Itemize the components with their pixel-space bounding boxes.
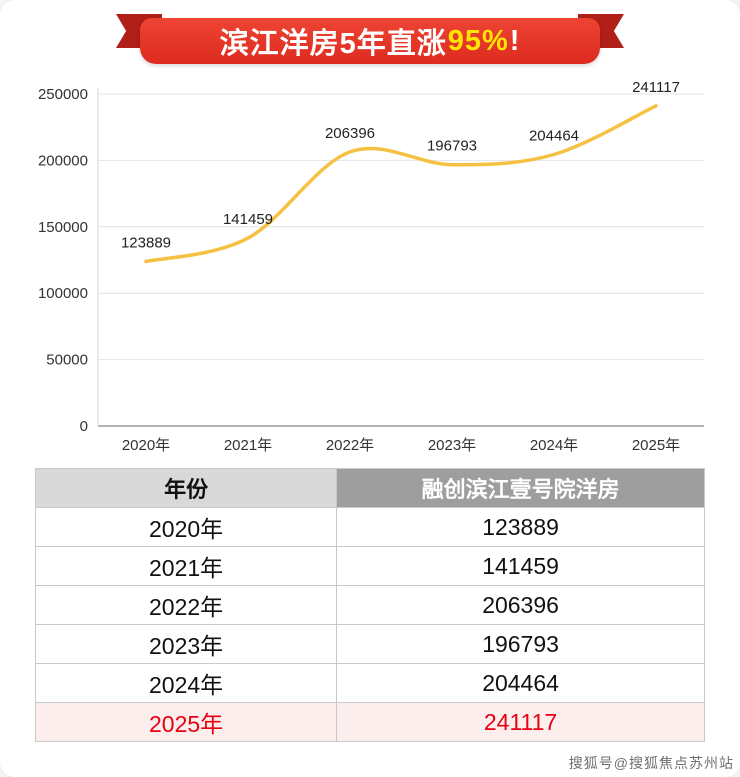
table-header-project: 融创滨江壹号院洋房 [336,468,705,508]
banner: 滨江洋房5年直涨 95%! [116,12,624,68]
banner-title: 滨江洋房5年直涨 95%! [140,18,600,64]
x-axis-tick-label: 2022年 [326,437,374,454]
table-cell: 2020年 [34,507,338,547]
price-trend-chart: 0 50000 100000 150000 200000 250000 2020年 2021年… [0,68,740,466]
table-row: 2025年 241117 [34,702,705,742]
table-cell: 2025年 [34,702,338,742]
table-cell: 2021年 [34,546,338,586]
y-axis-tick-label: 50000 [46,352,88,369]
price-line-series [144,104,658,264]
table-header-year: 年份 [34,468,338,508]
data-point-label: 241117 [632,79,680,96]
x-axis-tick-label: 2020年 [122,437,170,454]
data-point-label: 204464 [529,127,579,144]
table-row: 2022年 206396 [34,585,705,625]
table-cell: 141459 [336,546,705,586]
y-axis-tick-label: 150000 [38,219,88,236]
table-cell: 241117 [336,702,705,742]
data-point-label: 123889 [121,234,171,251]
table-cell: 2023年 [34,624,338,664]
table-cell: 206396 [336,585,705,625]
table-cell: 204464 [336,663,705,703]
x-axis-tick-label: 2025年 [632,437,680,454]
table-cell: 2022年 [34,585,338,625]
table-row: 2020年 123889 [34,507,705,547]
line-chart-svg: 0 50000 100000 150000 200000 250000 2020年 2021年… [38,79,704,454]
data-point-label: 141459 [223,211,273,228]
table-cell: 196793 [336,624,705,664]
banner-text-main: 滨江洋房5年直涨 [219,28,447,60]
table-row: 2023年 196793 [34,624,705,664]
x-axis-tick-label: 2023年 [428,437,476,454]
price-table: 年份 融创滨江壹号院洋房 2020年 123889 2021年 141459 2022年… [34,468,705,742]
data-point-label: 206396 [325,125,375,142]
table-row: 2021年 141459 [34,546,705,586]
y-axis-tick-label: 100000 [38,285,88,302]
table-cell: 2024年 [34,663,338,703]
banner-text-suffix: ! [509,24,521,57]
table-cell: 123889 [336,507,705,547]
x-axis-tick-label: 2021年 [224,437,272,454]
y-axis-tick-label: 200000 [38,152,88,169]
table-header-row: 年份 融创滨江壹号院洋房 [34,468,705,508]
y-axis-tick-label: 0 [80,418,88,435]
y-axis-tick-label: 250000 [38,86,88,103]
x-axis-tick-label: 2024年 [530,437,578,454]
watermark: 搜狐号@搜狐焦点苏州站 [568,755,734,771]
banner-text-highlight: 95% [447,24,509,57]
data-point-label: 196793 [427,138,477,155]
table-row: 2024年 204464 [34,663,705,703]
